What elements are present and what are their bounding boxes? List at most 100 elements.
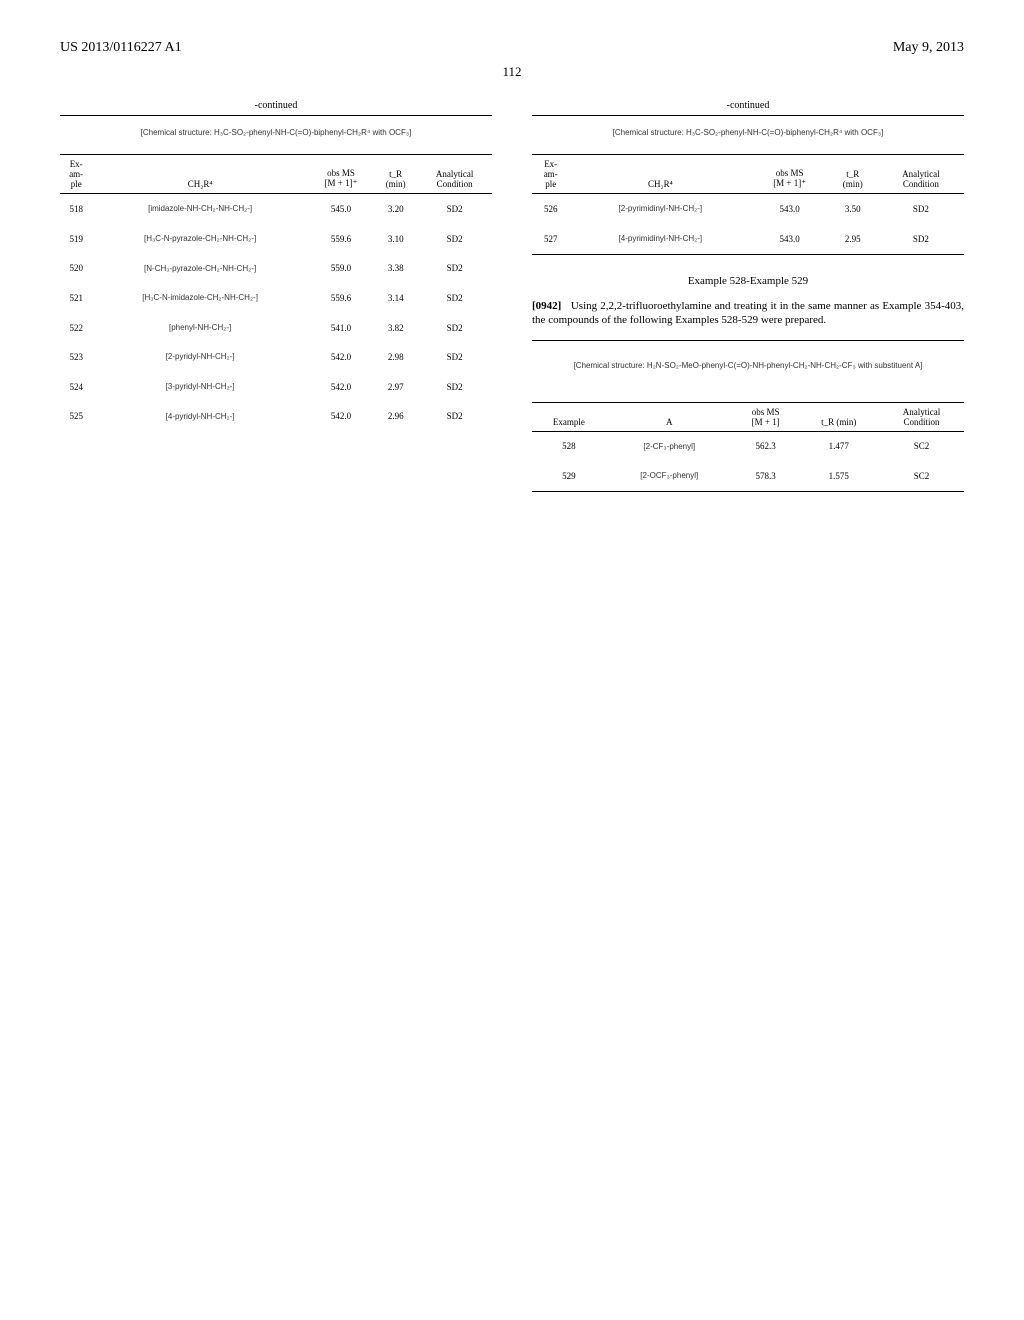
cell-tr: 2.97	[374, 372, 417, 402]
examples-table-right-2: Example A obs MS [M + 1] t_R (min) Analy…	[532, 402, 964, 492]
cell-tr: 2.95	[828, 224, 878, 254]
cell-cond: SD2	[878, 224, 964, 254]
cell-structure: [2-pyrimidinyl-NH-CH₂-]	[569, 194, 751, 224]
cell-structure: [3-pyridyl-NH-CH₂-]	[92, 372, 307, 402]
cell-example: 522	[60, 313, 92, 343]
cell-structure: [4-pyrimidinyl-NH-CH₂-]	[569, 224, 751, 254]
cell-tr: 2.98	[374, 342, 417, 372]
table-row: 529 [2-OCF₃-phenyl] 578.3 1.575 SC2	[532, 461, 964, 491]
col-tr: t_R (min)	[828, 155, 878, 194]
cell-cond: SD2	[417, 283, 492, 313]
cell-structure: [2-pyridyl-NH-CH₂-]	[92, 342, 307, 372]
cell-cond: SD2	[417, 194, 492, 224]
cell-cond: SC2	[879, 431, 964, 461]
cell-structure: [4-pyridyl-NH-CH₂-]	[92, 402, 307, 432]
continued-label: -continued	[532, 100, 964, 116]
col-cond: Analytical Condition	[879, 402, 964, 431]
cell-ms: 559.0	[308, 254, 374, 284]
cell-structure: [2-CF₃-phenyl]	[606, 431, 733, 461]
cell-structure: [H₃C-N-pyrazole-CH₂-NH-CH₂-]	[92, 224, 307, 254]
cell-structure: [2-OCF₃-phenyl]	[606, 461, 733, 491]
cell-cond: SD2	[417, 372, 492, 402]
table-row: 520 [N-CH₃-pyrazole-CH₂-NH-CH₂-] 559.0 3…	[60, 254, 492, 284]
cell-cond: SD2	[417, 224, 492, 254]
col-r4: CH₂R⁴	[92, 155, 307, 194]
cell-ms: 545.0	[308, 194, 374, 224]
col-cond: Analytical Condition	[878, 155, 964, 194]
paragraph-number: [0942]	[532, 300, 561, 312]
paragraph: [0942] Using 2,2,2-trifluoroethylamine a…	[532, 299, 964, 329]
col-r4: CH₂R⁴	[569, 155, 751, 194]
col-ms: obs MS [M + 1]⁺	[308, 155, 374, 194]
paragraph-text: Using 2,2,2-trifluoroethylamine and trea…	[532, 300, 964, 327]
cell-ms: 559.6	[308, 283, 374, 313]
table-row: 524 [3-pyridyl-NH-CH₂-] 542.0 2.97 SD2	[60, 372, 492, 402]
cell-structure: [N-CH₃-pyrazole-CH₂-NH-CH₂-]	[92, 254, 307, 284]
table-row: 519 [H₃C-N-pyrazole-CH₂-NH-CH₂-] 559.6 3…	[60, 224, 492, 254]
cell-cond: SD2	[417, 313, 492, 343]
cell-ms: 543.0	[751, 194, 828, 224]
col-tr: t_R (min)	[798, 402, 878, 431]
cell-example: 529	[532, 461, 606, 491]
cell-structure: [H₃C-N-imidazole-CH₂-NH-CH₂-]	[92, 283, 307, 313]
cell-ms: 542.0	[308, 342, 374, 372]
cell-example: 528	[532, 431, 606, 461]
cell-ms: 543.0	[751, 224, 828, 254]
col-ms: obs MS [M + 1]	[733, 402, 799, 431]
cell-cond: SD2	[417, 342, 492, 372]
header-chemical-structure-2: [Chemical structure: H₂N-SO₂-MeO-phenyl-…	[532, 341, 964, 391]
col-example: Example	[532, 402, 606, 431]
page-number: 112	[60, 64, 964, 80]
table-row: 518 [imidazole-NH-CH₂-NH-CH₂-] 545.0 3.2…	[60, 194, 492, 224]
col-a: A	[606, 402, 733, 431]
cell-cond: SD2	[417, 402, 492, 432]
continued-label: -continued	[60, 100, 492, 116]
cell-tr: 3.82	[374, 313, 417, 343]
section-heading: Example 528-Example 529	[532, 275, 964, 287]
table-row: 527 [4-pyrimidinyl-NH-CH₂-] 543.0 2.95 S…	[532, 224, 964, 254]
cell-ms: 559.6	[308, 224, 374, 254]
header-chemical-structure: [Chemical structure: H₃C-SO₂-phenyl-NH-C…	[60, 122, 492, 144]
table-row: 525 [4-pyridyl-NH-CH₂-] 542.0 2.96 SD2	[60, 402, 492, 432]
header-chemical-structure: [Chemical structure: H₃C-SO₂-phenyl-NH-C…	[532, 122, 964, 144]
col-example: Ex- am- ple	[532, 155, 569, 194]
cell-example: 520	[60, 254, 92, 284]
cell-cond: SD2	[878, 194, 964, 224]
publication-date: May 9, 2013	[893, 40, 964, 56]
examples-table-right-1: Ex- am- ple CH₂R⁴ obs MS [M + 1]⁺ t_R (m…	[532, 154, 964, 254]
cell-example: 525	[60, 402, 92, 432]
col-example: Ex- am- ple	[60, 155, 92, 194]
cell-tr: 2.96	[374, 402, 417, 432]
page-header: US 2013/0116227 A1 May 9, 2013	[60, 40, 964, 56]
cell-tr: 3.50	[828, 194, 878, 224]
cell-cond: SD2	[417, 254, 492, 284]
table-row: 523 [2-pyridyl-NH-CH₂-] 542.0 2.98 SD2	[60, 342, 492, 372]
cell-tr: 1.477	[798, 431, 878, 461]
cell-example: 527	[532, 224, 569, 254]
cell-ms: 578.3	[733, 461, 799, 491]
left-column: -continued [Chemical structure: H₃C-SO₂-…	[60, 100, 492, 492]
cell-ms: 542.0	[308, 372, 374, 402]
cell-ms: 562.3	[733, 431, 799, 461]
cell-tr: 1.575	[798, 461, 878, 491]
cell-example: 526	[532, 194, 569, 224]
cell-example: 523	[60, 342, 92, 372]
right-column: -continued [Chemical structure: H₃C-SO₂-…	[532, 100, 964, 492]
cell-tr: 3.10	[374, 224, 417, 254]
examples-table-left: Ex- am- ple CH₂R⁴ obs MS [M + 1]⁺ t_R (m…	[60, 154, 492, 431]
cell-cond: SC2	[879, 461, 964, 491]
table-row: 522 [phenyl-NH-CH₂-] 541.0 3.82 SD2	[60, 313, 492, 343]
cell-example: 521	[60, 283, 92, 313]
col-ms: obs MS [M + 1]⁺	[751, 155, 828, 194]
cell-ms: 542.0	[308, 402, 374, 432]
two-column-layout: -continued [Chemical structure: H₃C-SO₂-…	[60, 100, 964, 492]
cell-example: 524	[60, 372, 92, 402]
table-row: 521 [H₃C-N-imidazole-CH₂-NH-CH₂-] 559.6 …	[60, 283, 492, 313]
table-row: 526 [2-pyrimidinyl-NH-CH₂-] 543.0 3.50 S…	[532, 194, 964, 224]
table-row: 528 [2-CF₃-phenyl] 562.3 1.477 SC2	[532, 431, 964, 461]
cell-tr: 3.20	[374, 194, 417, 224]
col-cond: Analytical Condition	[417, 155, 492, 194]
cell-tr: 3.14	[374, 283, 417, 313]
cell-tr: 3.38	[374, 254, 417, 284]
cell-example: 519	[60, 224, 92, 254]
